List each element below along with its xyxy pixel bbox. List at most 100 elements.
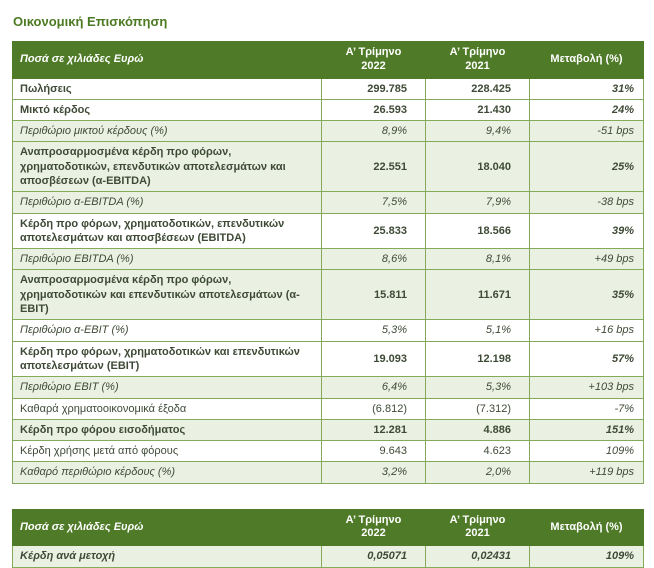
row-pre-tax-profit: Κέρδη προ φόρου εισοδήματος 12.281 4.886…	[12, 418, 644, 442]
value-change: 57%	[529, 340, 644, 378]
value-q1-2022: 7,5%	[321, 191, 426, 214]
value-change: -51 bps	[529, 120, 644, 143]
row-ebit: Κέρδη προ φόρων, χρηματοδοτικών και επεν…	[12, 340, 644, 378]
col-header-amounts: Ποσά σε χιλιάδες Ευρώ	[12, 508, 322, 547]
header-line: Α’ Τρίμηνο	[449, 513, 506, 526]
value-q1-2022: 3,2%	[321, 461, 426, 484]
value-change: 109%	[529, 545, 644, 568]
value-change: 39%	[529, 212, 644, 250]
value-q1-2021: 18.566	[425, 212, 530, 250]
header-line: 2022	[361, 59, 386, 72]
metric-label: Περιθώριο α-EBIT (%)	[12, 319, 322, 342]
header-row: Ποσά σε χιλιάδες Ευρώ Α’ Τρίμηνο 2022 Α’ …	[12, 508, 644, 547]
metric-label: Περιθώριο EBIT (%)	[12, 376, 322, 399]
value-q1-2021: 8,1%	[425, 248, 530, 271]
value-q1-2021: 2,0%	[425, 461, 530, 484]
value-q1-2021: 5,1%	[425, 319, 530, 342]
value-q1-2022: 299.785	[321, 77, 426, 100]
financial-overview-table: Ποσά σε χιλιάδες Ευρώ Α’ Τρίμηνο 2022 Α’ …	[12, 41, 644, 484]
header-line: 2022	[361, 527, 386, 540]
value-q1-2022: (6.812)	[321, 397, 426, 420]
col-header-change: Μεταβολή (%)	[529, 41, 644, 79]
earnings-per-share-table: Ποσά σε χιλιάδες Ευρώ Α’ Τρίμηνο 2022 Α’ …	[12, 508, 644, 568]
metric-label: Περιθώριο EBITDA (%)	[12, 248, 322, 271]
metric-label: Κέρδη χρήσης μετά από φόρους	[12, 440, 322, 463]
table-header: Ποσά σε χιλιάδες Ευρώ Α’ Τρίμηνο 2022 Α’ …	[12, 41, 644, 79]
value-change: +49 bps	[529, 248, 644, 271]
row-ebitda-margin: Περιθώριο EBITDA (%) 8,6% 8,1% +49 bps	[12, 248, 644, 271]
metric-label: Κέρδη προ φόρου εισοδήματος	[12, 418, 322, 442]
metric-label: Κέρδη ανά μετοχή	[12, 545, 322, 568]
row-gross-profit: Μικτό κέρδος 26.593 21.430 24%	[12, 98, 644, 122]
value-q1-2021: 12.198	[425, 340, 530, 378]
row-adjusted-ebitda: Αναπροσαρμοσμένα κέρδη προ φόρων, χρηματ…	[12, 141, 644, 193]
header-line: Α’ Τρίμηνο	[345, 513, 402, 526]
value-change: -38 bps	[529, 191, 644, 214]
value-q1-2021: 21.430	[425, 98, 530, 122]
col-header-q1-2022: Α’ Τρίμηνο 2022	[321, 41, 426, 79]
col-header-q1-2021: Α’ Τρίμηνο 2021	[425, 508, 530, 547]
table-body: Πωλήσεις 299.785 228.425 31% Μικτό κέρδο…	[12, 77, 644, 484]
row-sales: Πωλήσεις 299.785 228.425 31%	[12, 77, 644, 100]
value-q1-2021: 5,3%	[425, 376, 530, 399]
value-q1-2022: 9.643	[321, 440, 426, 463]
table-body: Κέρδη ανά μετοχή 0,05071 0,02431 109%	[12, 545, 644, 568]
table-header: Ποσά σε χιλιάδες Ευρώ Α’ Τρίμηνο 2022 Α’ …	[12, 508, 644, 547]
metric-label: Μικτό κέρδος	[12, 98, 322, 122]
value-change: 25%	[529, 141, 644, 193]
metric-label: Πωλήσεις	[12, 77, 322, 100]
header-line: 2021	[465, 59, 490, 72]
col-header-q1-2021: Α’ Τρίμηνο 2021	[425, 41, 530, 79]
value-change: +16 bps	[529, 319, 644, 342]
value-q1-2021: 18.040	[425, 141, 530, 193]
row-adjusted-ebit: Αναπροσαρμοσμένα κέρδη προ φόρων, χρηματ…	[12, 269, 644, 321]
row-net-profit-margin: Καθαρό περιθώριο κέρδους (%) 3,2% 2,0% +…	[12, 461, 644, 484]
value-q1-2022: 0,05071	[321, 545, 426, 568]
value-change: 35%	[529, 269, 644, 321]
value-q1-2022: 22.551	[321, 141, 426, 193]
metric-label: Καθαρό περιθώριο κέρδους (%)	[12, 461, 322, 484]
row-adjusted-ebitda-margin: Περιθώριο α-EBITDA (%) 7,5% 7,9% -38 bps	[12, 191, 644, 214]
row-earnings-per-share: Κέρδη ανά μετοχή 0,05071 0,02431 109%	[12, 545, 644, 568]
col-header-change: Μεταβολή (%)	[529, 508, 644, 547]
row-ebitda: Κέρδη προ φόρων, χρηματοδοτικών, επενδυτ…	[12, 212, 644, 250]
value-q1-2021: (7.312)	[425, 397, 530, 420]
row-adjusted-ebit-margin: Περιθώριο α-EBIT (%) 5,3% 5,1% +16 bps	[12, 319, 644, 342]
page-title: Οικονομική Επισκόπηση	[13, 14, 168, 29]
header-line: 2021	[465, 527, 490, 540]
metric-label: Καθαρά χρηματοοικονομικά έξοδα	[12, 397, 322, 420]
value-change: 151%	[529, 418, 644, 442]
value-q1-2021: 228.425	[425, 77, 530, 100]
value-q1-2022: 5,3%	[321, 319, 426, 342]
row-net-profit-after-tax: Κέρδη χρήσης μετά από φόρους 9.643 4.623…	[12, 440, 644, 463]
value-change: 109%	[529, 440, 644, 463]
value-q1-2022: 26.593	[321, 98, 426, 122]
value-q1-2022: 6,4%	[321, 376, 426, 399]
metric-label: Κέρδη προ φόρων, χρηματοδοτικών και επεν…	[12, 340, 322, 378]
value-q1-2021: 7,9%	[425, 191, 530, 214]
value-q1-2021: 0,02431	[425, 545, 530, 568]
value-q1-2021: 4.623	[425, 440, 530, 463]
metric-label: Κέρδη προ φόρων, χρηματοδοτικών, επενδυτ…	[12, 212, 322, 250]
row-gross-margin: Περιθώριο μικτού κέρδους (%) 8,9% 9,4% -…	[12, 120, 644, 143]
value-change: -7%	[529, 397, 644, 420]
value-change: 31%	[529, 77, 644, 100]
value-change: 24%	[529, 98, 644, 122]
row-ebit-margin: Περιθώριο EBIT (%) 6,4% 5,3% +103 bps	[12, 376, 644, 399]
metric-label: Αναπροσαρμοσμένα κέρδη προ φόρων, χρηματ…	[12, 141, 322, 193]
col-header-q1-2022: Α’ Τρίμηνο 2022	[321, 508, 426, 547]
row-net-financial-expenses: Καθαρά χρηματοοικονομικά έξοδα (6.812) (…	[12, 397, 644, 420]
header-line: Α’ Τρίμηνο	[345, 46, 402, 58]
metric-label: Περιθώριο μικτού κέρδους (%)	[12, 120, 322, 143]
value-q1-2022: 8,9%	[321, 120, 426, 143]
value-q1-2021: 4.886	[425, 418, 530, 442]
value-q1-2022: 25.833	[321, 212, 426, 250]
header-row: Ποσά σε χιλιάδες Ευρώ Α’ Τρίμηνο 2022 Α’ …	[12, 41, 644, 79]
value-change: +119 bps	[529, 461, 644, 484]
value-change: +103 bps	[529, 376, 644, 399]
col-header-amounts: Ποσά σε χιλιάδες Ευρώ	[12, 41, 322, 79]
metric-label: Περιθώριο α-EBITDA (%)	[12, 191, 322, 214]
value-q1-2022: 12.281	[321, 418, 426, 442]
value-q1-2022: 8,6%	[321, 248, 426, 271]
